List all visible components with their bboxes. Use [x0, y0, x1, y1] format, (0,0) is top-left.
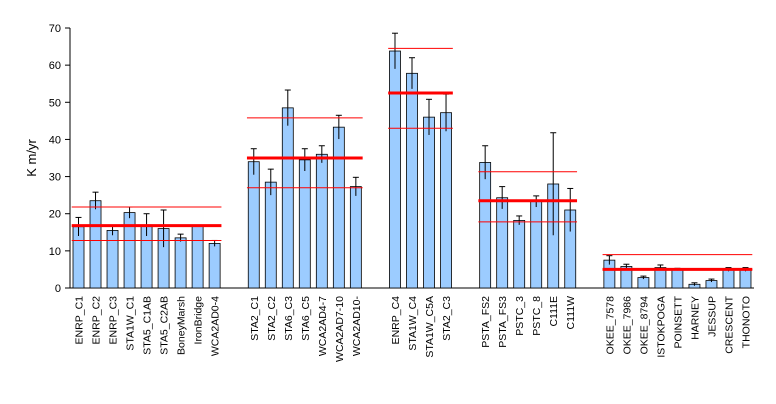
y-tick-label: 50 [49, 97, 61, 109]
x-tick-label: STA5_C2AB [159, 296, 171, 355]
x-tick-label: ENRP_C2 [91, 296, 103, 345]
bar [530, 201, 543, 289]
bar [89, 200, 102, 289]
x-tick-label: WCA2AD0-4 [210, 296, 222, 356]
bar [440, 112, 452, 289]
bar [174, 237, 187, 289]
bar [423, 116, 435, 289]
x-tick-label: PSTC_8 [531, 296, 543, 336]
bar [637, 277, 650, 289]
bar [349, 186, 362, 289]
x-tick-label: OKEE_8794 [638, 296, 650, 355]
y-tick-label: 10 [49, 246, 61, 258]
x-tick-label: ENRP_C4 [390, 296, 402, 345]
x-tick-label: THONOTO [740, 296, 752, 348]
x-tick-label: OKEE_7578 [604, 296, 616, 355]
x-tick-label: STA2_C2 [266, 296, 278, 341]
x-tick-label: PSTA_FS2 [480, 296, 492, 348]
bar [332, 126, 345, 289]
bar [264, 181, 277, 289]
x-tick-label: STA2_C1 [249, 296, 261, 341]
x-tick-label: ENRP_C3 [108, 296, 120, 345]
x-tick-label: ENRP_C1 [74, 296, 86, 345]
y-tick-label: 60 [49, 60, 61, 72]
x-tick-label: PSTA_FS3 [497, 296, 509, 348]
bar [315, 153, 328, 289]
x-tick-label: C111E [548, 296, 560, 327]
y-tick-label: 0 [55, 283, 61, 295]
bar [406, 72, 418, 289]
x-tick-label: CRESCENT [723, 295, 735, 353]
bar [298, 159, 311, 289]
x-tick-label: JESSUP [706, 296, 718, 337]
bar [722, 269, 735, 289]
x-tick-label: STA1W_C5A [424, 296, 436, 358]
x-tick-label: WCA2AD10- [351, 296, 363, 357]
bar [389, 50, 401, 289]
bar [281, 107, 294, 289]
x-tick-label: IronBridge [193, 296, 205, 345]
bar [191, 225, 204, 289]
y-tick-label: 20 [49, 209, 61, 221]
bar [513, 219, 526, 289]
bar [208, 243, 221, 289]
bar [123, 212, 136, 289]
x-tick-label: STA6_C3 [283, 296, 295, 341]
bar [106, 230, 119, 289]
x-tick-label: STA1W_C1 [125, 296, 137, 351]
x-tick-label: WCA2AD7-10 [334, 296, 346, 362]
y-tick-label: 40 [49, 134, 61, 146]
x-tick-label: STA1W_C4 [407, 296, 419, 351]
x-tick-label: POINSETT [672, 295, 684, 348]
x-tick-label: PSTC_3 [514, 296, 526, 336]
y-tick-label: 30 [49, 172, 61, 184]
x-tick-label: C111W [565, 296, 577, 330]
bar [671, 269, 684, 289]
bar [496, 197, 509, 289]
x-tick-label: STA6_C5 [300, 296, 312, 341]
x-tick-label: STA5_C1AB [142, 296, 154, 355]
x-tick-label: OKEE_7986 [621, 296, 633, 355]
bar [479, 162, 492, 289]
x-tick-label: ISTOKPOGA [655, 296, 667, 358]
x-tick-label: BoneyMarsh [176, 296, 188, 355]
bar [247, 161, 260, 289]
x-tick-label: STA2_C3 [441, 296, 453, 341]
y-axis-label: K m/yr [24, 139, 39, 177]
y-tick-label: 70 [49, 23, 61, 35]
x-tick-label: WCA2AD4-7 [317, 296, 329, 356]
plot-area: 0 10 20 30 40 50 60 70 ENRP_C1 ENRP_C2 ENRP_C3 STA1… [49, 23, 754, 362]
x-tick-label: HARNEY [689, 296, 701, 340]
bar [739, 269, 752, 289]
